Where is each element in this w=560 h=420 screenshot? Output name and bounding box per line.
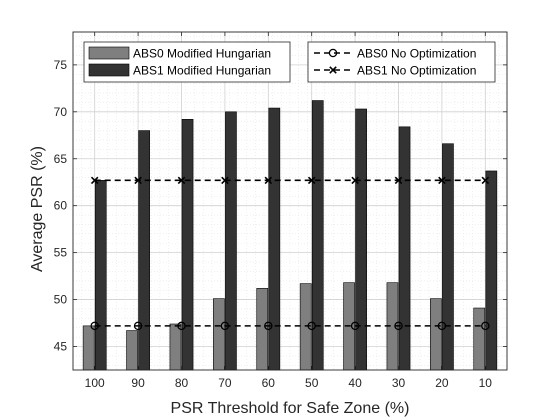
bar-abs0-modified-hungarian bbox=[213, 298, 225, 371]
legend-marker bbox=[328, 48, 338, 58]
axes bbox=[72, 31, 508, 371]
x-tick-label: 80 bbox=[175, 376, 189, 390]
y-tick-label: 50 bbox=[54, 293, 68, 307]
bar-abs1-modified-hungarian bbox=[398, 126, 411, 371]
x-tick-label: 70 bbox=[218, 376, 232, 390]
y-tick-label: 45 bbox=[54, 340, 68, 354]
legend-marker bbox=[329, 66, 337, 74]
bar-abs0-modified-hungarian bbox=[430, 298, 442, 371]
x-tick-label: 10 bbox=[479, 376, 493, 390]
bar-abs1-modified-hungarian bbox=[311, 100, 324, 371]
y-tick-label: 75 bbox=[54, 58, 68, 72]
marker-abs1-no-optimization bbox=[90, 176, 99, 185]
x-tick-label: 30 bbox=[392, 376, 406, 390]
marker-abs0-no-optimization bbox=[437, 321, 447, 331]
axes-box bbox=[72, 31, 508, 371]
marker-abs1-no-optimization bbox=[481, 176, 490, 185]
bar-abs1-modified-hungarian bbox=[355, 108, 367, 371]
marker-abs0-no-optimization bbox=[220, 321, 230, 331]
legend-left: ABS0 Modified Hungarian ABS1 Modified Hun… bbox=[83, 41, 291, 83]
y-tick-label: 65 bbox=[54, 152, 68, 166]
y-tick-label: 70 bbox=[54, 105, 68, 119]
legend-label: ABS1 No Optimization bbox=[357, 64, 476, 78]
y-tick-label: 55 bbox=[54, 246, 68, 260]
bar-abs0-modified-hungarian bbox=[82, 325, 95, 371]
x-tick-label: 60 bbox=[262, 376, 276, 390]
marker-abs1-no-optimization bbox=[134, 176, 142, 185]
reference-lines bbox=[90, 176, 490, 331]
marker-abs0-no-optimization bbox=[350, 321, 360, 331]
bar-abs1-modified-hungarian bbox=[94, 180, 107, 371]
marker-abs1-no-optimization bbox=[221, 176, 229, 185]
bar-abs1-modified-hungarian bbox=[485, 170, 498, 371]
marker-abs0-no-optimization bbox=[394, 321, 403, 331]
marker-abs0-no-optimization bbox=[264, 321, 273, 331]
bar-abs0-modified-hungarian bbox=[299, 283, 312, 371]
tick-labels: 45 50 55 60 65 70 75 100 90 80 70 60 50 40 30 20 10 bbox=[54, 58, 493, 390]
marker-abs0-no-optimization bbox=[90, 321, 99, 331]
marker-abs0-no-optimization bbox=[307, 321, 316, 331]
marker-abs1-no-optimization bbox=[351, 176, 359, 185]
bar-abs0-modified-hungarian bbox=[169, 323, 182, 371]
bar-abs1-modified-hungarian bbox=[268, 107, 281, 371]
bars bbox=[82, 100, 498, 371]
bar-abs0-modified-hungarian bbox=[126, 330, 138, 371]
legend-label: ABS0 No Optimization bbox=[357, 47, 476, 61]
x-axis-label: PSR Threshold for Safe Zone (%) bbox=[171, 400, 410, 417]
legend-label: ABS1 Modified Hungarian bbox=[133, 64, 271, 78]
marker-abs1-no-optimization bbox=[307, 176, 316, 185]
legend-box bbox=[307, 41, 496, 83]
bar-abs1-modified-hungarian bbox=[138, 130, 150, 371]
x-tick-label: 100 bbox=[85, 376, 105, 390]
legend-swatch bbox=[88, 63, 130, 77]
marker-abs0-no-optimization bbox=[481, 321, 490, 331]
marker-abs0-no-optimization bbox=[133, 321, 143, 331]
legend-label: ABS0 Modified Hungarian bbox=[133, 47, 271, 61]
x-tick-label: 40 bbox=[348, 376, 362, 390]
bar-abs0-modified-hungarian bbox=[473, 307, 486, 371]
marker-abs1-no-optimization bbox=[438, 176, 446, 185]
marker-abs1-no-optimization bbox=[177, 176, 186, 185]
marker-abs0-no-optimization bbox=[177, 321, 186, 331]
y-tick-label: 60 bbox=[54, 199, 68, 213]
bar-abs1-modified-hungarian bbox=[225, 111, 237, 371]
marker-abs1-no-optimization bbox=[394, 176, 403, 185]
y-axis-label: Average PSR (%) bbox=[29, 146, 46, 272]
legend-right: ABS0 No Optimization ABS1 No Optimization bbox=[307, 41, 496, 83]
bar-abs1-modified-hungarian bbox=[181, 119, 194, 371]
legend-swatch bbox=[88, 46, 130, 60]
x-tick-label: 20 bbox=[435, 376, 449, 390]
marker-abs1-no-optimization bbox=[264, 176, 273, 185]
x-tick-label: 50 bbox=[305, 376, 319, 390]
x-tick-label: 90 bbox=[131, 376, 145, 390]
